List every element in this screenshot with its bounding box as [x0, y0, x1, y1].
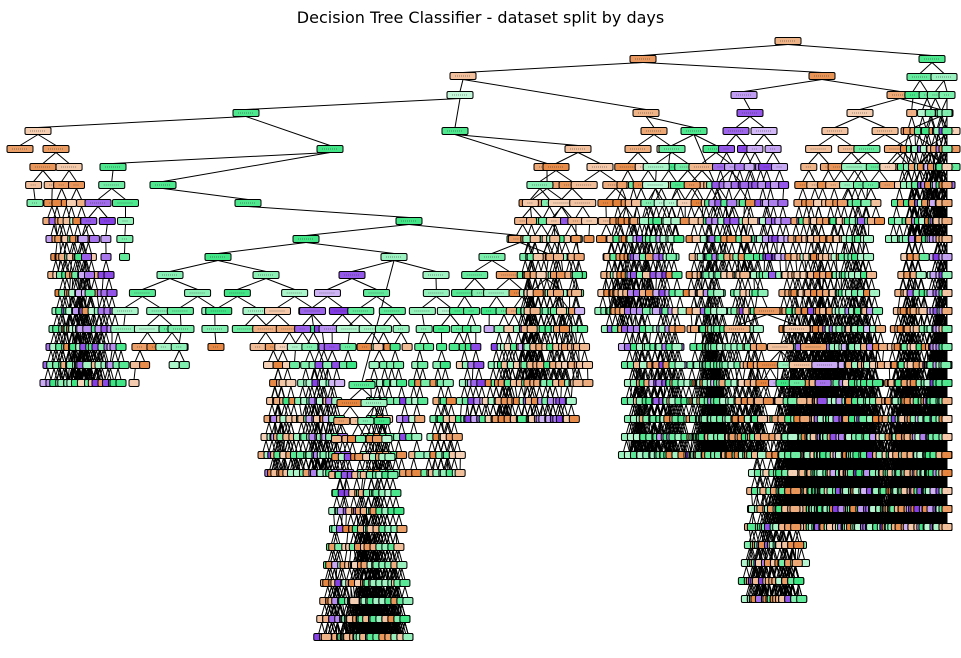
tree-edge	[75, 225, 78, 236]
tree-edge	[38, 135, 56, 146]
tree-edge	[48, 351, 51, 362]
tree-edge	[51, 369, 54, 380]
tree-edge	[218, 243, 306, 254]
tree-edge	[56, 153, 69, 164]
tree-edge	[63, 207, 66, 218]
tree-edge	[306, 225, 409, 236]
tree-edge	[248, 207, 409, 218]
tree-edge	[103, 261, 106, 272]
tree-edge	[96, 315, 99, 326]
tree-edge	[70, 279, 71, 290]
tree-edge	[45, 369, 48, 380]
tree-edge	[106, 297, 109, 308]
tree-edge	[106, 333, 109, 344]
tree-edge	[106, 279, 109, 290]
tree-edge	[463, 80, 646, 110]
tree-edge	[56, 243, 57, 254]
tree-edge	[77, 189, 82, 200]
tree-edge	[51, 225, 54, 236]
tree-edge	[98, 207, 107, 218]
tree-edge	[91, 279, 94, 290]
tree-edge	[409, 225, 520, 236]
tree-edge	[89, 225, 95, 236]
tree-edge	[106, 261, 109, 272]
tree-edge	[43, 171, 52, 182]
tree-edge	[82, 207, 86, 218]
tree-edge	[71, 207, 74, 218]
tree-edge	[91, 261, 94, 272]
tree-edge	[57, 297, 60, 308]
tree-edge	[102, 279, 103, 290]
tree-edge	[66, 207, 69, 218]
tree-edge	[89, 279, 90, 290]
tree-edge	[71, 189, 76, 200]
tree-edge	[67, 243, 70, 254]
tree-edge	[69, 333, 72, 344]
tree-edge	[70, 225, 73, 236]
tree-edge	[57, 207, 60, 218]
tree-edge	[94, 279, 97, 290]
tree-edge	[43, 153, 56, 164]
tree-edge	[112, 171, 113, 182]
tree-edge	[643, 63, 822, 73]
tree-edge	[822, 80, 900, 92]
tree-edge	[455, 99, 460, 128]
tree-edge	[98, 189, 112, 200]
tree-edge	[54, 315, 57, 326]
tree-edge	[106, 225, 107, 236]
tree-edge	[89, 207, 98, 218]
tree-edge	[20, 135, 38, 146]
tree-edge	[53, 261, 56, 272]
tree-edge	[62, 171, 69, 182]
tree-edge	[68, 207, 71, 218]
tree-edge	[60, 279, 63, 290]
tree-edge	[34, 171, 43, 182]
tree-edge	[48, 369, 51, 380]
tree-edge	[88, 243, 91, 254]
tree-edge	[460, 80, 463, 92]
tree-edge	[78, 207, 82, 218]
tree-edge	[69, 171, 76, 182]
tree-edge	[97, 297, 99, 308]
tree-edge	[744, 80, 822, 92]
tree-edge	[38, 117, 246, 128]
tree-edge	[62, 189, 67, 200]
tree-edge	[246, 99, 460, 110]
tree-edge	[67, 225, 70, 236]
tree-edge	[463, 63, 643, 73]
tree-edge	[48, 207, 52, 218]
tree-edge	[78, 225, 81, 236]
tree-edge	[744, 99, 750, 110]
tree-edge	[57, 225, 60, 236]
tree-edge	[63, 225, 66, 236]
tree-edges	[20, 45, 947, 634]
tree-edge	[99, 297, 102, 308]
tree-edge	[788, 45, 932, 56]
tree-edge	[306, 243, 394, 254]
tree-edge	[643, 45, 788, 56]
tree-edge	[57, 189, 62, 200]
tree-edge	[246, 117, 330, 146]
tree-edge	[51, 333, 54, 344]
tree-edge	[163, 189, 248, 200]
tree-edge	[34, 189, 35, 200]
tree-edge	[109, 279, 112, 290]
